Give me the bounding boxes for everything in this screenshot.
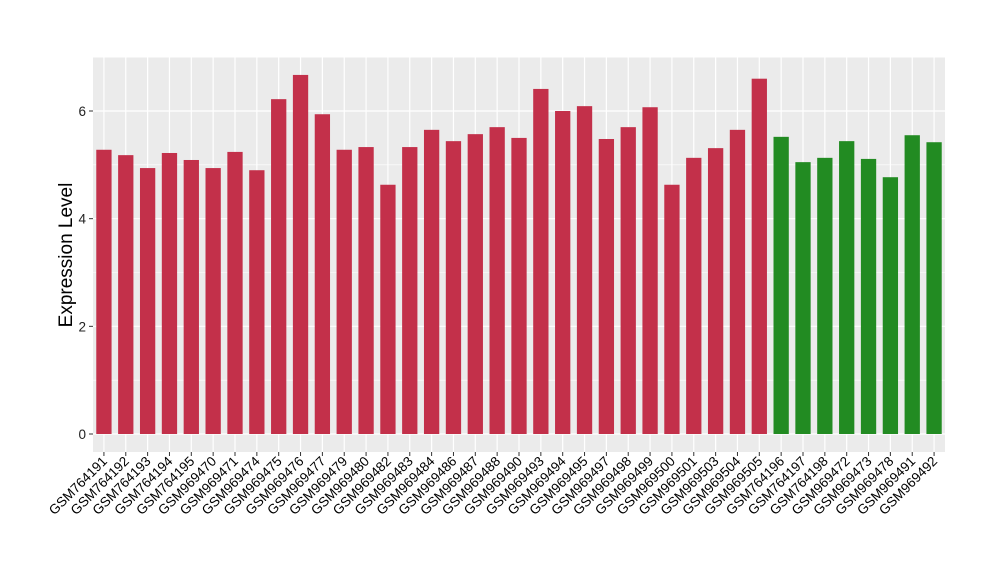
y-tick-label: 0 [78, 427, 86, 442]
bar-GSM969483 [402, 147, 418, 434]
bar-GSM969505 [751, 78, 767, 434]
bar-GSM764197 [795, 162, 811, 434]
y-axis-label: Expression Level [56, 183, 77, 328]
y-tick-label: 6 [78, 104, 86, 119]
bar-GSM969500 [664, 184, 680, 434]
bar-GSM969495 [576, 106, 593, 434]
bar-GSM969484 [423, 129, 440, 434]
y-axis: 0 2 4 6 [78, 104, 93, 442]
bar-GSM764193 [139, 168, 156, 434]
bar-GSM969490 [511, 137, 527, 434]
bar-GSM969499 [642, 107, 658, 435]
bar-GSM969488 [489, 127, 505, 435]
bar-GSM969482 [380, 184, 396, 434]
bar-GSM969493 [533, 88, 549, 434]
y-tick-label: 2 [78, 319, 86, 334]
bar-GSM969503 [707, 148, 724, 434]
y-tick-label: 4 [78, 212, 86, 227]
bar-GSM969487 [467, 134, 483, 435]
bar-GSM764195 [183, 159, 199, 434]
bar-GSM764194 [161, 152, 178, 435]
bar-GSM969491 [904, 135, 920, 434]
bar-GSM969476 [292, 74, 309, 434]
bar-GSM969498 [620, 127, 636, 435]
bar-GSM969479 [336, 149, 352, 434]
bar-GSM764192 [118, 155, 134, 435]
bar-GSM969497 [598, 138, 615, 434]
bars [96, 74, 942, 435]
bar-GSM969477 [314, 114, 331, 434]
bar-GSM969480 [358, 147, 374, 434]
bar-GSM969501 [686, 157, 702, 434]
bar-GSM969486 [445, 141, 462, 434]
bar-GSM969504 [729, 129, 746, 434]
bar-GSM969478 [882, 177, 899, 434]
x-axis: GSM764191GSM764192GSM764193GSM764194GSM7… [46, 452, 940, 518]
bar-GSM764196 [773, 136, 789, 434]
bar-GSM969474 [249, 170, 265, 434]
bar-GSM764191 [96, 149, 112, 434]
bar-GSM969471 [227, 151, 243, 434]
bar-GSM969475 [271, 99, 287, 434]
bar-GSM969473 [860, 158, 877, 434]
bar-GSM969494 [555, 111, 571, 434]
bar-GSM764198 [817, 157, 833, 434]
bar-GSM969470 [205, 168, 221, 434]
bar-GSM969492 [926, 142, 942, 434]
bar-GSM969472 [839, 141, 855, 434]
